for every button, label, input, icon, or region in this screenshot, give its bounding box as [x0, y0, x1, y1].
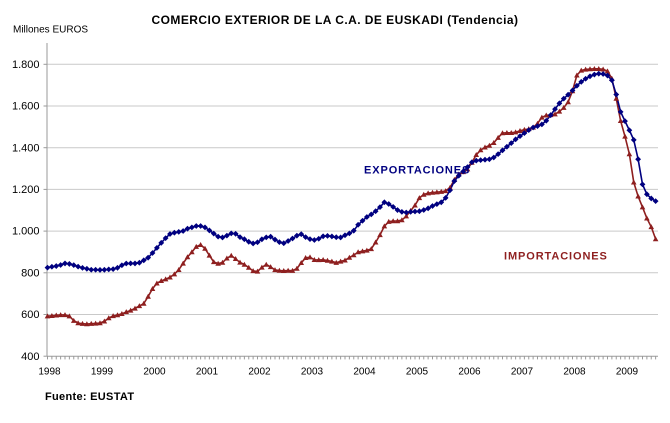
svg-text:1.600: 1.600	[12, 101, 40, 113]
svg-text:Millones EUROS: Millones EUROS	[13, 25, 88, 36]
svg-text:1.800: 1.800	[12, 59, 40, 71]
svg-text:1.400: 1.400	[12, 142, 40, 154]
svg-text:EXPORTACIONES: EXPORTACIONES	[364, 165, 470, 177]
svg-text:2009: 2009	[616, 367, 639, 378]
svg-text:1.000: 1.000	[12, 226, 40, 238]
svg-text:600: 600	[21, 309, 39, 321]
svg-text:2004: 2004	[353, 367, 376, 378]
svg-text:Fuente: EUSTAT: Fuente: EUSTAT	[45, 391, 134, 403]
svg-text:2007: 2007	[511, 367, 534, 378]
svg-text:1.200: 1.200	[12, 184, 40, 196]
svg-text:2001: 2001	[196, 367, 219, 378]
svg-text:COMERCIO EXTERIOR DE LA C.A. D: COMERCIO EXTERIOR DE LA C.A. DE EUSKADI …	[152, 13, 519, 27]
svg-text:2005: 2005	[406, 367, 429, 378]
svg-text:1998: 1998	[38, 367, 61, 378]
svg-text:2002: 2002	[248, 367, 271, 378]
svg-text:800: 800	[21, 267, 39, 279]
svg-text:400: 400	[21, 351, 39, 363]
svg-text:2006: 2006	[458, 367, 481, 378]
svg-text:2000: 2000	[143, 367, 166, 378]
svg-text:2008: 2008	[563, 367, 586, 378]
svg-text:2003: 2003	[301, 367, 324, 378]
svg-text:IMPORTACIONES: IMPORTACIONES	[504, 251, 608, 263]
svg-text:1999: 1999	[91, 367, 114, 378]
